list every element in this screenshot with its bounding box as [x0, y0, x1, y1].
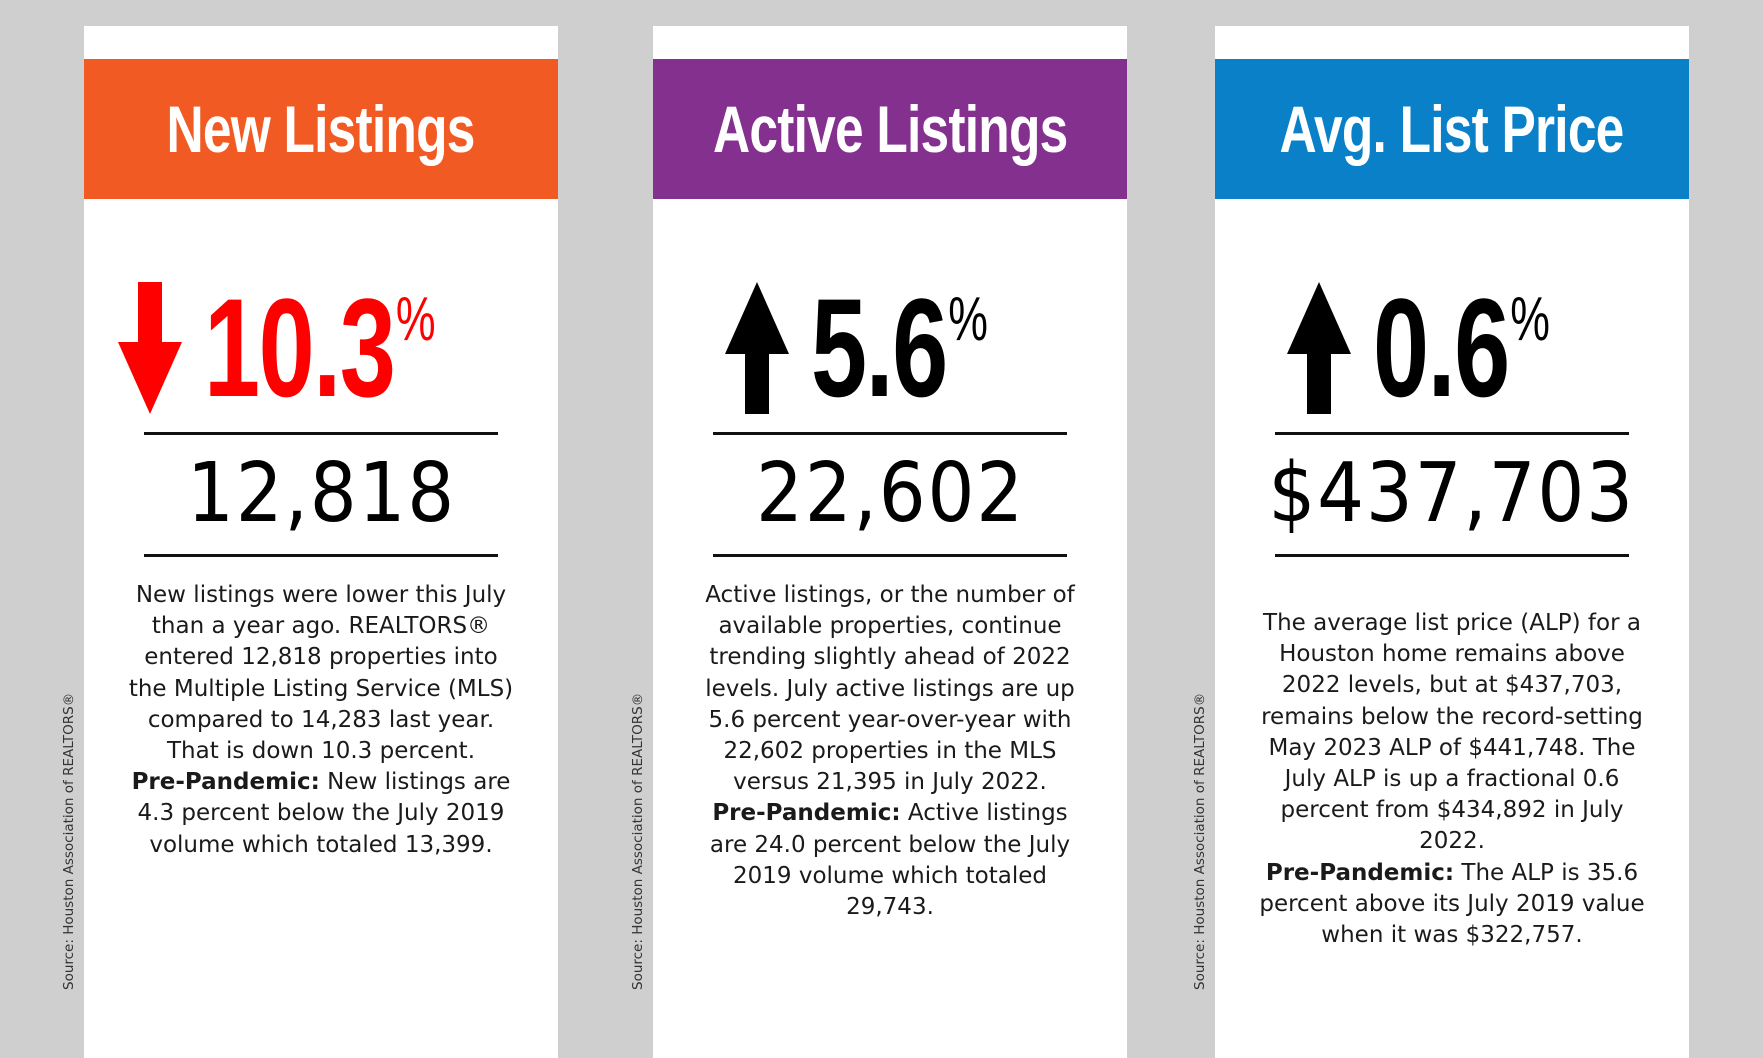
prepandemic-label: Pre-Pandemic: — [1265, 859, 1455, 886]
divider — [144, 554, 498, 557]
divider — [1275, 554, 1629, 557]
prepandemic-text: The ALP is 35.6 percent above its July 2… — [1259, 859, 1645, 949]
prepandemic-note: Pre-Pandemic: New listings are 4.3 perce… — [124, 767, 518, 861]
description: The average list price (ALP) for a Houst… — [1255, 608, 1649, 951]
panel-title: Avg. List Price — [1279, 92, 1625, 166]
figure-value: $437,703 — [1268, 446, 1636, 541]
description-text: New listings were lower this July than a… — [128, 582, 514, 765]
percent-change-value: 10.3 — [204, 269, 396, 426]
panel-header: Avg. List Price — [1215, 59, 1689, 199]
percent-change-value: 0.6 — [1373, 269, 1510, 426]
arrow-down-icon — [118, 282, 183, 414]
panel-header: Active Listings — [653, 59, 1127, 199]
divider — [713, 432, 1067, 435]
divider — [713, 554, 1067, 557]
panel-active-listings: Active Listings 5.6% 22,602 Active listi… — [653, 26, 1127, 1058]
panel-title: Active Listings — [712, 92, 1068, 166]
prepandemic-note: Pre-Pandemic: Active listings are 24.0 p… — [693, 798, 1087, 923]
percent-change: 0.6% — [1373, 278, 1550, 418]
divider — [1275, 432, 1629, 435]
panel-title: New Listings — [166, 92, 476, 166]
arrow-up-icon — [725, 282, 790, 414]
prepandemic-text: New listings are 4.3 percent below the J… — [137, 769, 511, 858]
panel-avg-list-price: Avg. List Price 0.6% $437,703 The averag… — [1215, 26, 1689, 1058]
percent-change: 10.3% — [204, 278, 436, 418]
change-row: 10.3% — [84, 278, 558, 418]
description-text: The average list price (ALP) for a Houst… — [1261, 610, 1643, 855]
percent-change: 5.6% — [811, 278, 988, 418]
source-note: Source: Houston Association of REALTORS® — [630, 692, 646, 990]
arrow-up-icon — [1287, 282, 1352, 414]
description: New listings were lower this July than a… — [124, 580, 518, 861]
source-note: Source: Houston Association of REALTORS® — [61, 692, 77, 990]
percent-sign: % — [948, 285, 988, 354]
divider — [144, 432, 498, 435]
change-row: 0.6% — [1215, 278, 1689, 418]
source-note: Source: Houston Association of REALTORS® — [1192, 692, 1208, 990]
description-text: Active listings, or the number of availa… — [705, 582, 1075, 796]
percent-change-value: 5.6 — [811, 269, 948, 426]
change-row: 5.6% — [653, 278, 1127, 418]
prepandemic-label: Pre-Pandemic: — [131, 769, 320, 796]
description: Active listings, or the number of availa… — [693, 580, 1087, 923]
percent-sign: % — [396, 285, 436, 354]
prepandemic-label: Pre-Pandemic: — [712, 800, 901, 827]
prepandemic-text: Active listings are 24.0 percent below t… — [709, 800, 1071, 921]
panel-new-listings: New Listings 10.3% 12,818 New listings w… — [84, 26, 558, 1058]
panel-header: New Listings — [84, 59, 558, 199]
prepandemic-note: Pre-Pandemic: The ALP is 35.6 percent ab… — [1255, 858, 1649, 952]
figure-value: 12,818 — [186, 446, 456, 541]
figure-value: 22,602 — [755, 446, 1025, 541]
percent-sign: % — [1510, 285, 1550, 354]
